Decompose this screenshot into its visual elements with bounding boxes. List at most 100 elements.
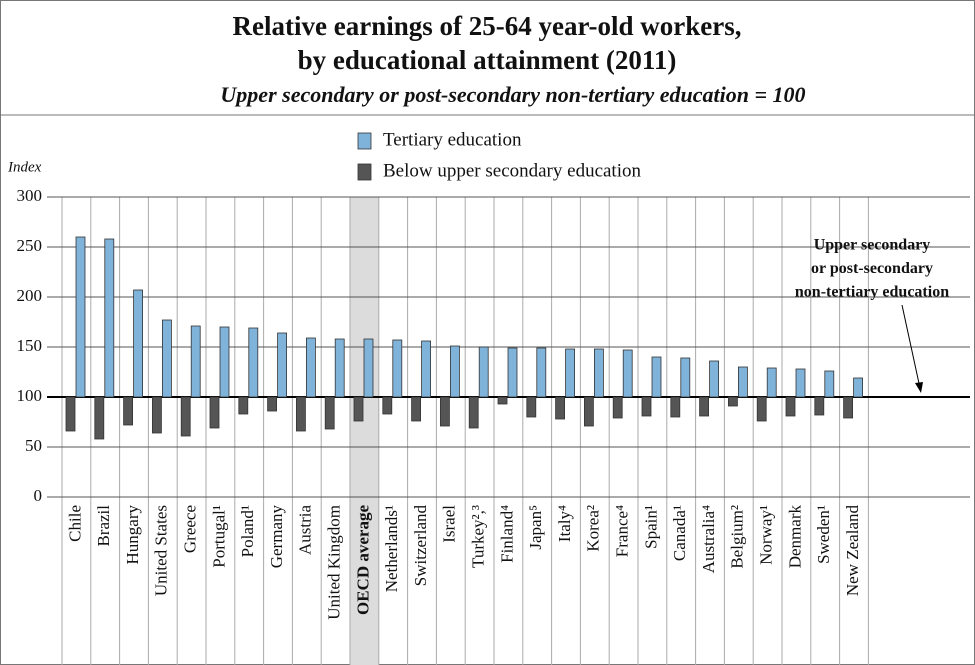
bar [756,396,767,422]
bar [680,357,691,398]
x-tick-label: Belgium² [728,505,747,569]
bar [238,396,249,415]
x-tick-label: Chile [65,505,84,542]
x-tick-label: Sweden¹ [814,505,833,564]
bar [555,396,565,420]
bar [209,396,220,429]
bar [421,340,432,398]
bar [363,338,374,398]
x-tick-label: Poland¹ [238,505,257,557]
highlight-band [350,197,379,665]
bar [709,360,719,398]
x-tick-label: Denmark [785,505,804,569]
bar [94,396,105,440]
chart-title: Relative earnings of 25-64 year-old work… [233,11,742,41]
y-tick-label: 0 [34,486,43,505]
bar [382,396,393,415]
x-tick-label: Spain¹ [641,505,660,549]
bar [622,349,633,398]
bar [190,325,201,398]
legend-swatch [357,163,372,181]
x-tick-label: Turkey²,³ [469,505,488,568]
x-tick-label: Norway¹ [757,505,776,565]
x-tick-label: Netherlands¹ [382,505,401,592]
bar [526,396,537,418]
annotation-arrowhead [915,382,923,393]
annotation: or post-secondary [811,260,933,277]
x-tick-label: Greece [181,505,200,553]
x-tick-label: Japan⁵ [526,505,545,550]
chart-subtitle: Upper secondary or post-secondary non-te… [220,82,805,107]
bar [133,289,144,398]
x-tick-label: Australia⁴ [699,505,718,573]
y-tick-label: 100 [17,386,43,405]
bar [766,367,777,398]
bar [728,396,738,407]
y-tick-label: 250 [17,236,43,255]
x-tick-label: Israel [440,505,459,543]
bar [277,332,288,398]
x-tick-label: Korea² [584,505,603,552]
bar [65,396,76,432]
x-tick-label: United States [152,505,171,596]
bar [151,396,162,434]
bar [219,326,230,398]
x-tick-label: Brazil [94,505,113,547]
legend-label: Tertiary education [383,129,522,150]
bar [699,396,709,417]
x-tick-label: Italy⁴ [555,505,574,542]
bar [843,396,853,419]
x-tick-label: OECD average [353,505,372,615]
bar [468,396,479,429]
y-tick-label: 150 [17,336,43,355]
bar [738,366,748,398]
bar [612,396,623,419]
annotation: Upper secondary [814,237,931,254]
bar [324,396,335,430]
bar [651,356,662,398]
legend-swatch [357,132,372,150]
x-tick-label: Hungary [123,505,142,565]
bar [353,396,364,422]
bar [267,396,278,412]
y-tick-label: 50 [25,436,42,455]
bar [411,396,422,422]
annotation-arrow [901,304,921,389]
annotation: non-tertiary education [795,284,949,301]
x-tick-label: France⁴ [613,505,632,557]
bar [123,396,133,426]
bar [295,396,306,432]
x-tick-label: Finland⁴ [497,505,516,563]
y-tick-label: 300 [17,186,43,205]
bar [449,345,460,398]
x-tick-label: New Zealand [843,505,862,597]
bar [853,377,863,398]
bar [670,396,681,418]
bar [824,370,835,398]
bar [507,347,518,398]
bar [565,348,575,398]
bar [305,337,316,398]
bar [439,396,450,427]
bar [814,396,825,416]
bar [536,347,547,398]
bar [180,396,191,437]
x-tick-label: Austria [296,505,315,556]
x-tick-label: Germany [267,505,286,569]
x-tick-label: United Kingdom [325,505,344,620]
legend-label: Below upper secondary education [383,160,641,181]
bar [795,368,806,398]
x-tick-label: Switzerland [411,505,430,587]
bar [478,346,489,398]
bar [75,236,86,398]
bar [248,327,259,398]
y-tick-label: 200 [17,286,43,305]
bar [594,348,604,398]
x-tick-label: Portugal¹ [209,505,228,568]
bar [641,396,652,417]
y-axis-label: Index [7,159,42,175]
bar [497,396,508,405]
bar [392,339,403,398]
bar [161,319,172,398]
